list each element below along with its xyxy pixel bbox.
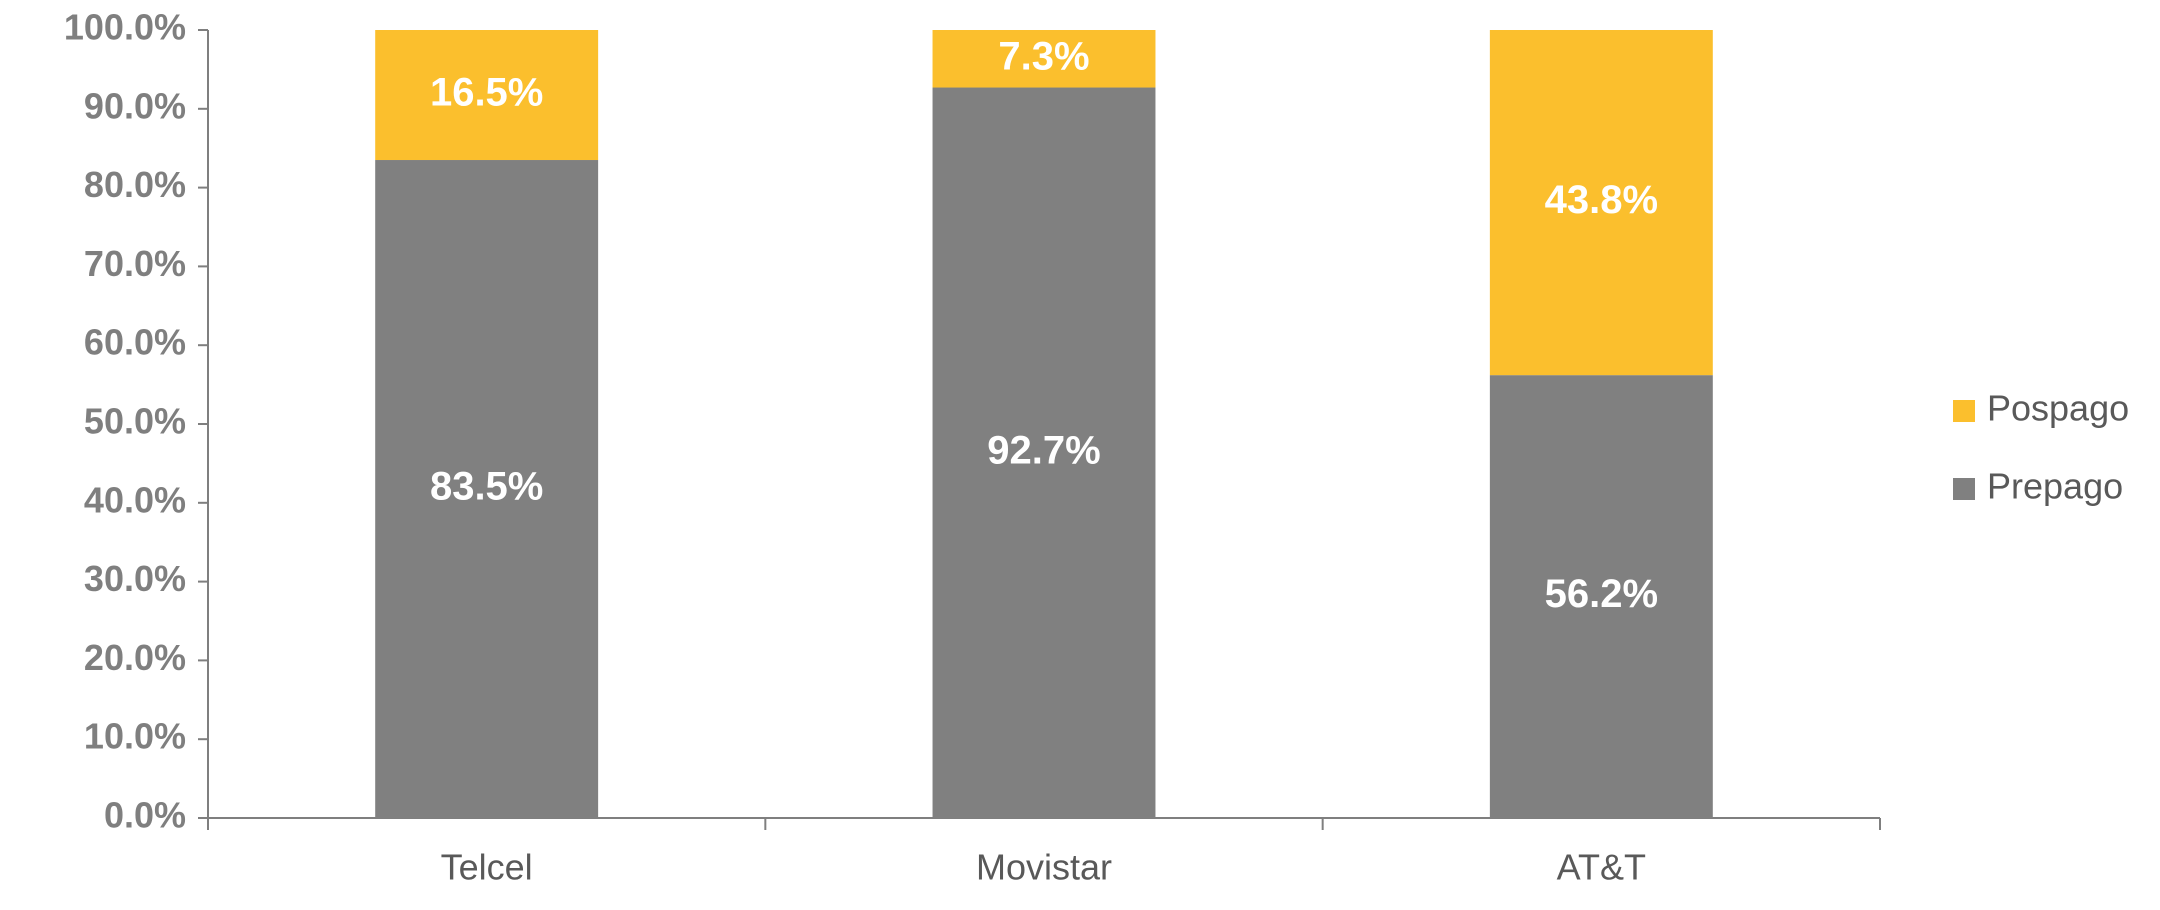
bar-segment: [1489, 30, 1713, 376]
bar-segment: [932, 30, 1156, 88]
value-label: 7.3%: [998, 34, 1089, 78]
value-label: 92.7%: [987, 428, 1100, 472]
legend-label: Pospago: [1987, 388, 2129, 429]
y-tick-label: 10.0%: [84, 716, 186, 757]
y-tick-label: 40.0%: [84, 479, 186, 520]
bar-segment: [375, 160, 599, 818]
y-tick-label: 100.0%: [64, 7, 186, 48]
y-tick-label: 80.0%: [84, 164, 186, 205]
y-tick-label: 50.0%: [84, 401, 186, 442]
value-label: 83.5%: [430, 465, 543, 509]
x-tick-label: Telcel: [441, 847, 533, 888]
legend-swatch: [1953, 478, 1975, 500]
x-tick-label: Movistar: [976, 847, 1112, 888]
value-label: 43.8%: [1545, 178, 1658, 222]
legend-label: Prepago: [1987, 466, 2123, 507]
value-label: 56.2%: [1545, 572, 1658, 616]
bar-segment: [1489, 375, 1713, 818]
y-tick-label: 0.0%: [104, 795, 186, 836]
y-tick-label: 70.0%: [84, 243, 186, 284]
value-label: 16.5%: [430, 71, 543, 115]
bar-segment: [375, 30, 599, 161]
y-tick-label: 60.0%: [84, 322, 186, 363]
y-tick-label: 90.0%: [84, 85, 186, 126]
bar-segment: [932, 87, 1156, 819]
y-tick-label: 20.0%: [84, 637, 186, 678]
x-tick-label: AT&T: [1557, 847, 1646, 888]
legend-swatch: [1953, 400, 1975, 422]
y-tick-label: 30.0%: [84, 558, 186, 599]
